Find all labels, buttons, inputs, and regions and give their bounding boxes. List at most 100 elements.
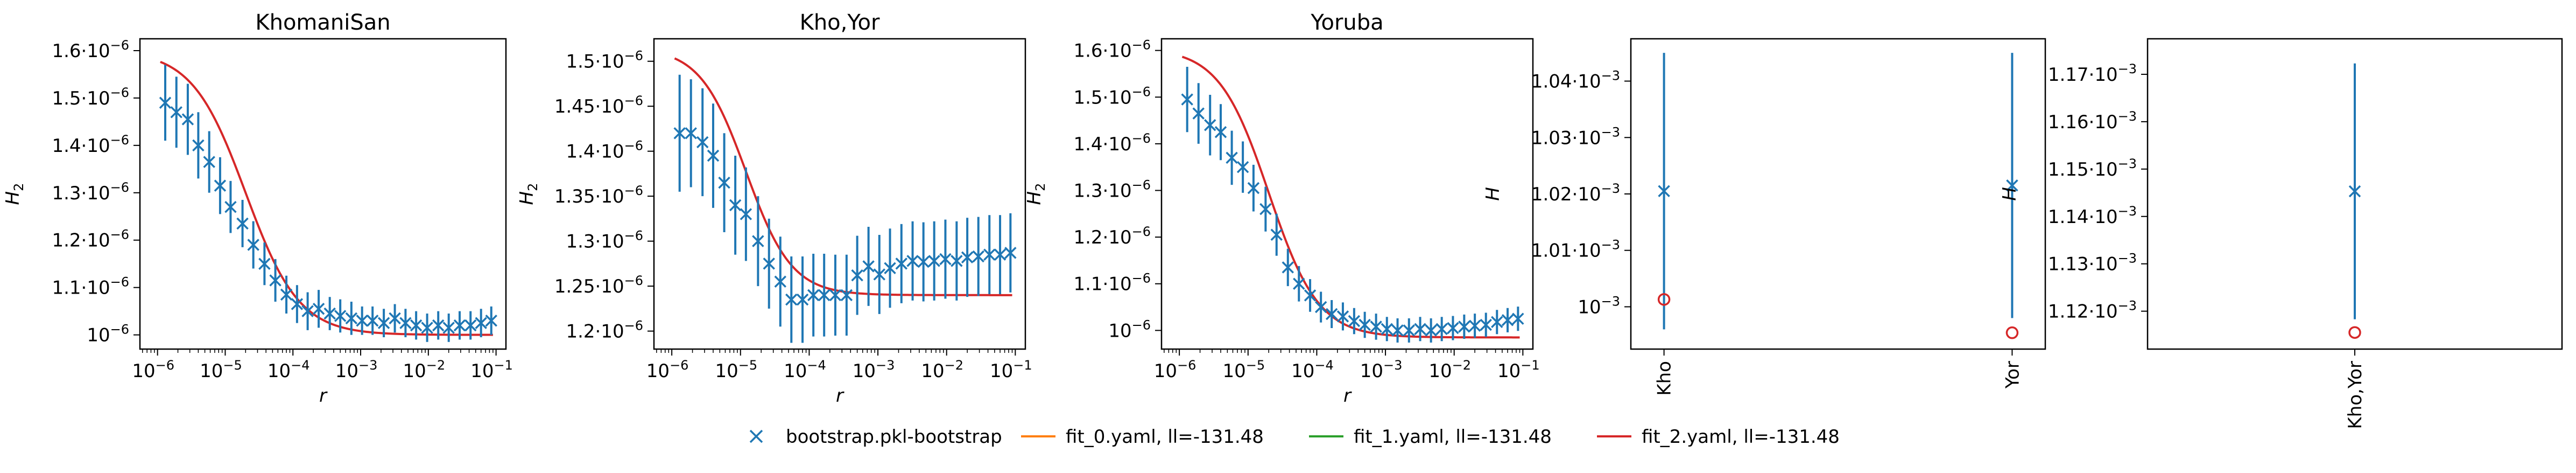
- data-point: [1458, 321, 1470, 333]
- y-tick-label-exp: −6: [1132, 178, 1151, 193]
- data-point: [1370, 321, 1382, 333]
- y-tick-label-exp: −3: [2118, 204, 2137, 219]
- data-point: [1468, 319, 1481, 332]
- y-tick-label: 1.1·10−6: [52, 275, 129, 299]
- y-tick-label: 1.12·10−3: [2048, 298, 2137, 323]
- data-point: [224, 200, 237, 213]
- y-tick-label: 1.5·10−6: [566, 48, 643, 73]
- y-tick-label: 1.35·10−6: [554, 183, 643, 207]
- data-point: [2348, 185, 2361, 198]
- x-tick-label: 10−1: [1497, 358, 1540, 382]
- y-tick-label-base: 1.04·10: [1531, 71, 1601, 93]
- y-tick-label-exp: −6: [1132, 224, 1151, 239]
- x-tick-label: 10−5: [200, 358, 242, 382]
- data-point: [301, 305, 314, 317]
- x-tick-label: 10−1: [990, 358, 1032, 382]
- x-category-label: Yor: [2002, 361, 2023, 389]
- y-tick-label-exp: −6: [110, 227, 129, 242]
- y-axis-label-main: H: [1482, 187, 1504, 201]
- x-tick-label: 10−2: [403, 358, 445, 382]
- data-point: [203, 156, 215, 168]
- data-point: [247, 239, 259, 251]
- x-tick-label: 10−3: [1360, 358, 1403, 382]
- y-tick-label-exp: −6: [624, 138, 643, 154]
- y-axis-label-main: H: [1999, 187, 2021, 201]
- x-tick-label-exp: −5: [223, 358, 242, 373]
- data-point: [192, 139, 205, 152]
- data-point: [1325, 308, 1338, 321]
- y-tick-label: 1.4·10−6: [1073, 131, 1151, 155]
- data-point: [1447, 322, 1459, 335]
- x-tick-label-exp: −6: [670, 358, 688, 373]
- y-tick-label-base: 1.2·10: [566, 321, 624, 343]
- data-point: [1181, 93, 1193, 106]
- data-point: [1236, 161, 1249, 173]
- y-tick-label-base: 1.4·10: [1073, 134, 1131, 155]
- panel-h-kho-yor-joint: 1.12·10−31.13·10−31.14·10−31.15·10−31.16…: [1999, 38, 2563, 429]
- data-point: [269, 274, 281, 287]
- x-axis-label: r: [1343, 385, 1352, 407]
- y-tick-label: 1.6·10−6: [1073, 38, 1151, 62]
- y-tick-label-exp: −3: [1601, 68, 1620, 84]
- x-tick-label-base: 10: [1154, 360, 1177, 382]
- x-tick-label-base: 10: [921, 360, 944, 382]
- x-tick-label-exp: −3: [1383, 358, 1402, 373]
- y-tick-label-base: 1.1·10: [1073, 274, 1131, 295]
- data-point: [1501, 314, 1514, 326]
- data-point: [884, 262, 896, 274]
- panel-yoruba: Yoruba10−61.1·10−61.2·10−61.3·10−61.4·10…: [1024, 10, 1540, 407]
- y-axis-label: H: [1482, 187, 1504, 201]
- fit-curve: [160, 60, 493, 336]
- data-point: [1348, 315, 1361, 328]
- data-point: [685, 127, 697, 140]
- y-tick-label: 1.1·10−6: [1073, 271, 1151, 295]
- y-tick-label: 1.02·10−3: [1531, 181, 1620, 205]
- data-point: [862, 260, 875, 273]
- x-category-label: Kho,Yor: [2345, 361, 2366, 429]
- data-point: [763, 258, 775, 270]
- data-point: [707, 149, 720, 162]
- y-tick-label-exp: −6: [624, 48, 643, 64]
- data-point: [1259, 203, 1272, 215]
- y-axis-label: H2: [1024, 183, 1048, 205]
- y-tick-label-base: 1.3·10: [1073, 180, 1131, 202]
- x-tick-label-exp: −4: [1314, 358, 1333, 373]
- y-tick-label-base: 1.12·10: [2048, 301, 2118, 323]
- y-tick-label-base: 1.25·10: [554, 276, 624, 297]
- y-tick-label-base: 1.3·10: [52, 183, 110, 204]
- data-point: [729, 199, 742, 212]
- y-tick-label-exp: −6: [624, 183, 643, 198]
- y-tick-label: 1.45·10−6: [554, 93, 643, 117]
- data-point: [796, 293, 809, 306]
- fit-point: [2005, 326, 2019, 339]
- legend-label: bootstrap.pkl-bootstrap: [786, 426, 1002, 448]
- data-point: [673, 127, 686, 140]
- x-axis-label: r: [319, 385, 328, 407]
- data-point: [1336, 310, 1349, 323]
- y-tick-label-base: 1.4·10: [566, 141, 624, 163]
- y-tick-label-exp: −6: [1132, 84, 1151, 99]
- x-tick-label: 10−2: [1428, 358, 1471, 382]
- data-point: [323, 307, 336, 320]
- x-tick-label-exp: −4: [807, 358, 826, 373]
- data-point: [718, 176, 730, 189]
- y-tick-label: 1.15·10−3: [2048, 156, 2137, 180]
- data-point: [752, 235, 764, 247]
- y-tick-label: 1.03·10−3: [1531, 124, 1620, 149]
- data-point: [280, 288, 293, 301]
- data-point: [785, 293, 798, 306]
- y-tick-label-exp: −6: [1132, 317, 1151, 332]
- y-tick-label-base: 1.4·10: [52, 135, 110, 157]
- y-tick-label-exp: −6: [110, 180, 129, 195]
- data-point: [972, 250, 984, 263]
- y-tick-label-base: 1.5·10: [52, 88, 110, 109]
- panel-kho-yor: Kho,Yor1.2·10−61.25·10−61.3·10−61.35·10−…: [516, 10, 1032, 407]
- x-tick-label: 10−4: [268, 358, 310, 382]
- data-point: [170, 106, 182, 119]
- plot-frame: [139, 38, 507, 350]
- y-tick-label-exp: −3: [1601, 294, 1620, 309]
- data-point: [312, 303, 325, 315]
- data-point: [236, 217, 249, 230]
- data-point: [1435, 323, 1448, 335]
